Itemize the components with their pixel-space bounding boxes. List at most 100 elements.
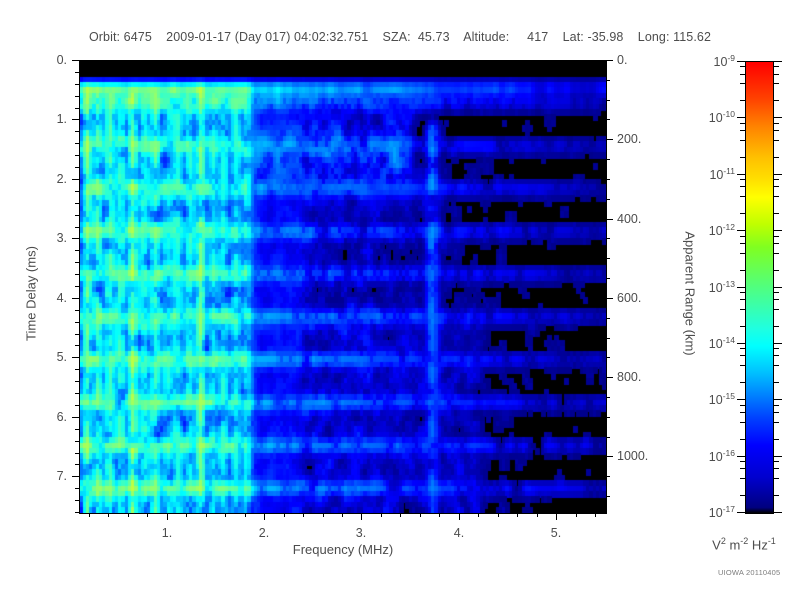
y-axis-tick-minor — [75, 429, 79, 430]
y2-axis-tick-label-2: 400. — [617, 212, 642, 226]
colorbar-tick-major-right-6 — [774, 399, 782, 400]
x-axis-tick-minor — [323, 513, 324, 517]
y-axis-tick-label-4: 4. — [56, 291, 67, 305]
colorbar-tick-major-right-1 — [774, 117, 782, 118]
x-axis-tick-minor — [478, 513, 479, 517]
colorbar-tick-minor-right — [774, 243, 779, 244]
colorbar-mantissa: 10 — [708, 337, 723, 352]
colorbar-tick-minor-left — [740, 253, 745, 254]
colorbar-exponent: -13 — [722, 278, 735, 289]
colorbar-exponent: -14 — [722, 334, 735, 345]
colorbar-tick-label-6: 10-15 — [683, 391, 735, 407]
x-axis-tick-major-3 — [459, 513, 460, 520]
colorbar-tick-minor-left — [740, 309, 745, 310]
y-axis-tick-minor — [75, 84, 79, 85]
colorbar-tick-minor-right — [774, 495, 779, 496]
y-axis-tick-minor — [75, 108, 79, 109]
colorbar-tick-minor-right — [774, 309, 779, 310]
colorbar-tick-label-0: 10-9 — [683, 53, 735, 69]
colorbar-tick-minor-left — [740, 355, 745, 356]
x-axis-tick-label-4: 5. — [550, 526, 562, 540]
colorbar-gradient — [745, 61, 774, 514]
colorbar-exponent: -16 — [722, 447, 735, 458]
x-axis-tick-major-0 — [167, 513, 168, 520]
colorbar-tick-minor-right — [774, 236, 779, 237]
colorbar-tick-major-left-4 — [737, 287, 745, 288]
colorbar-exponent: -10 — [722, 108, 735, 119]
y-axis-tick-minor — [75, 143, 79, 144]
colorbar-tick-minor-right — [774, 412, 779, 413]
colorbar-tick-minor-left — [740, 412, 745, 413]
colorbar-tick-major-right-4 — [774, 287, 782, 288]
colorbar-mantissa: 10 — [713, 55, 728, 70]
colorbar-tick-major-left-1 — [737, 117, 745, 118]
colorbar-tick-major-left-3 — [737, 230, 745, 231]
colorbar-tick-minor-right — [774, 66, 779, 67]
colorbar-exponent: -15 — [722, 390, 735, 401]
y2-axis-tick-minor — [606, 100, 610, 101]
colorbar-tick-minor-left — [740, 179, 745, 180]
y-axis-tick-label-6: 6. — [56, 410, 67, 424]
x-axis-title: Frequency (MHz) — [292, 542, 394, 557]
colorbar-tick-minor-left — [740, 196, 745, 197]
colorbar-tick-major-left-7 — [737, 456, 745, 457]
y-axis-tick-minor — [75, 464, 79, 465]
x-axis-tick-minor — [89, 513, 90, 517]
colorbar-tick-minor-right — [774, 74, 779, 75]
x-axis-tick-minor — [537, 513, 538, 517]
colorbar-units-m-exponent: -2 — [740, 536, 749, 546]
y2-axis-tick-label-0: 0. — [617, 53, 628, 67]
colorbar-tick-major-right-2 — [774, 174, 782, 175]
y2-axis-tick-label-4: 800. — [617, 370, 642, 384]
y-axis-tick-label-7: 7. — [56, 469, 67, 483]
y-axis-tick-minor — [75, 369, 79, 370]
y-axis-tick-label-5: 5. — [56, 350, 67, 364]
colorbar-tick-minor-left — [740, 270, 745, 271]
y-axis-tick-minor — [75, 488, 79, 489]
x-axis-tick-minor — [303, 513, 304, 517]
x-axis-tick-minor — [206, 513, 207, 517]
y2-axis-tick-minor — [606, 199, 610, 200]
y-axis-tick-label-0: 0. — [56, 53, 67, 67]
y-axis-tick-minor — [75, 500, 79, 501]
y2-axis-tick-minor — [606, 338, 610, 339]
colorbar-tick-minor-left — [740, 130, 745, 131]
colorbar-tick-minor-left — [740, 468, 745, 469]
colorbar-tick-minor-right — [774, 405, 779, 406]
y2-axis-tick-minor — [606, 258, 610, 259]
colorbar-tick-minor-left — [740, 365, 745, 366]
y2-axis-tick-minor — [606, 238, 610, 239]
colorbar-units-v-exponent: 2 — [720, 536, 726, 546]
y2-axis-tick-minor — [606, 80, 610, 81]
y2-axis-tick-major-3 — [606, 298, 613, 299]
colorbar-mantissa: 10 — [708, 281, 723, 296]
colorbar-tick-minor-right — [774, 365, 779, 366]
colorbar-tick-minor-left — [740, 243, 745, 244]
x-axis-tick-minor — [128, 513, 129, 517]
y-axis-tick-minor — [75, 72, 79, 73]
y-axis-tick-major-7 — [72, 476, 79, 477]
y-axis-tick-label-1: 1. — [56, 112, 67, 126]
ionogram-heatmap-canvas — [80, 61, 606, 513]
y2-axis-tick-minor — [606, 476, 610, 477]
y2-axis-tick-minor — [606, 437, 610, 438]
colorbar-tick-minor-right — [774, 422, 779, 423]
y2-axis-tick-major-4 — [606, 377, 613, 378]
colorbar-tick-minor-right — [774, 348, 779, 349]
colorbar-mantissa: 10 — [709, 168, 724, 183]
colorbar-tick-major-left-0 — [737, 61, 745, 62]
y2-axis-tick-minor — [606, 278, 610, 279]
colorbar-tick-minor-right — [774, 326, 779, 327]
x-axis-tick-major-2 — [361, 513, 362, 520]
colorbar-exponent: -12 — [722, 221, 735, 232]
colorbar-tick-minor-right — [774, 83, 779, 84]
colorbar-tick-minor-right — [774, 299, 779, 300]
x-axis-tick-label-1: 2. — [258, 526, 270, 540]
x-axis-tick-minor — [595, 513, 596, 517]
y2-axis-tick-label-1: 200. — [617, 132, 642, 146]
colorbar-tick-minor-right — [774, 100, 779, 101]
y-axis-tick-minor — [75, 393, 79, 394]
colorbar-tick-major-left-6 — [737, 399, 745, 400]
colorbar-tick-minor-right — [774, 140, 779, 141]
x-axis-tick-major-1 — [264, 513, 265, 520]
